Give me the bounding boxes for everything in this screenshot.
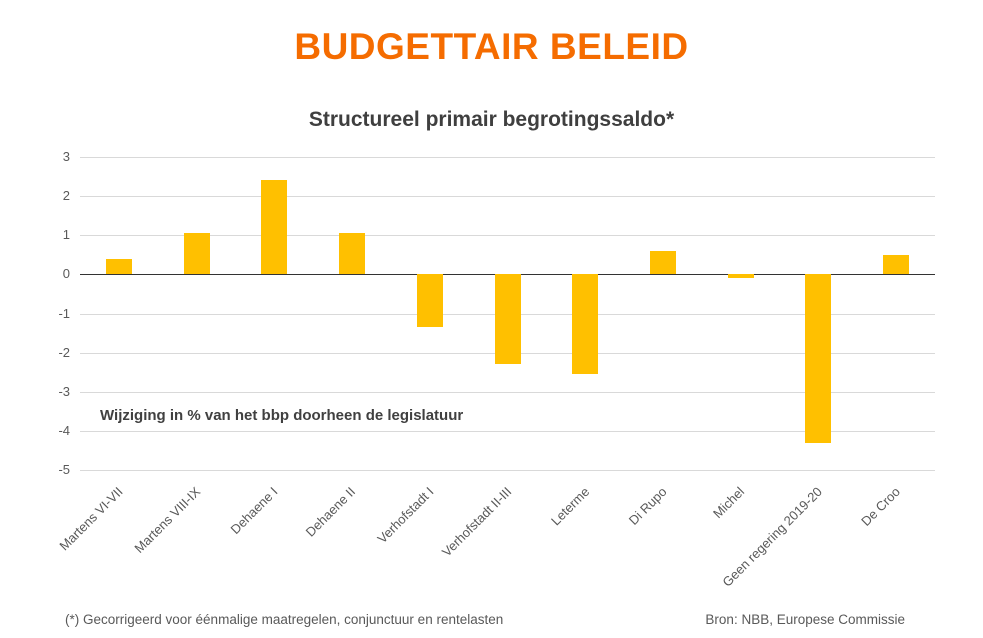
- y-tick-label: 1: [62, 227, 70, 243]
- chart-plot-area: Wijziging in % van het bbp doorheen de l…: [56, 149, 935, 590]
- gridline: [80, 391, 935, 393]
- x-tick-label: Di Rupo: [625, 484, 670, 528]
- gridline: [80, 196, 935, 198]
- gridline: [80, 235, 935, 237]
- x-tick-label: Dehaene I: [227, 484, 281, 538]
- chart-bar: [883, 254, 910, 275]
- source-credit: Bron: NBB, Europese Commissie: [705, 612, 905, 627]
- x-tick-label: Martens VIII-IX: [131, 484, 204, 556]
- x-tick-label: Verhofstadt II-III: [438, 484, 515, 560]
- gridline: [80, 470, 935, 471]
- y-tick-label: -3: [58, 383, 70, 399]
- chart-bar: [805, 274, 832, 443]
- gridline: [80, 157, 935, 158]
- chart-bar: [572, 274, 599, 375]
- chart-title: Structureel primair begrotingssaldo*: [308, 108, 675, 131]
- chart-bar: [494, 274, 521, 365]
- x-tick-label: Verhofstadt I: [374, 484, 437, 547]
- y-tick-label: 2: [62, 188, 70, 204]
- x-tick-label: Leterme: [547, 484, 592, 529]
- x-tick-label: De Croo: [857, 484, 903, 529]
- y-tick-label: 0: [62, 266, 70, 282]
- chart-bar: [727, 274, 754, 279]
- chart-bar: [339, 233, 366, 275]
- gridline: [80, 430, 935, 432]
- chart-bar: [183, 233, 210, 275]
- chart-bar: [105, 258, 132, 275]
- x-tick-label: Michel: [710, 484, 748, 522]
- chart-bar: [416, 274, 443, 328]
- chart-bar: [261, 180, 288, 275]
- page-title: BUDGETTAIR BELEID: [294, 26, 689, 67]
- x-tick-label: Dehaene II: [303, 484, 359, 540]
- y-tick-label: -5: [58, 462, 70, 477]
- x-tick-label: Martens VI-VII: [56, 484, 126, 554]
- y-tick-label: -4: [58, 422, 70, 438]
- y-tick-label: -1: [58, 305, 70, 321]
- footnote: (*) Gecorrigeerd voor éénmalige maatrege…: [65, 612, 504, 627]
- y-tick-label: -2: [58, 344, 70, 360]
- chart-bar: [649, 250, 676, 275]
- y-tick-label: 3: [62, 149, 70, 164]
- chart-annotation: Wijziging in % van het bbp doorheen de l…: [100, 407, 464, 424]
